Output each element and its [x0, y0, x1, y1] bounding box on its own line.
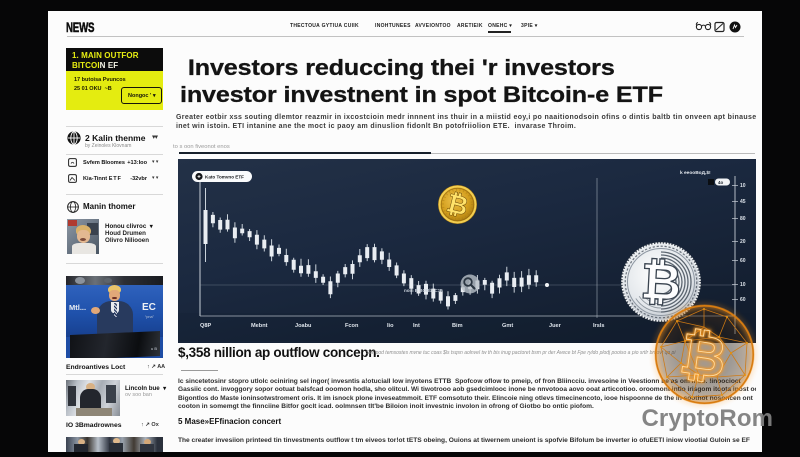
svg-text:80: 80	[740, 216, 746, 222]
svg-text:Q8P: Q8P	[200, 323, 211, 329]
svg-text:Gmt: Gmt	[502, 323, 513, 329]
svg-text:Irsls: Irsls	[593, 323, 605, 329]
svg-text:60: 60	[740, 258, 746, 264]
svg-text:₿: ₿	[639, 253, 683, 311]
svg-text:Bim: Bim	[452, 323, 463, 329]
svg-text:Fcon: Fcon	[345, 323, 359, 329]
svg-text:10: 10	[740, 282, 746, 288]
svg-text:60: 60	[740, 297, 746, 303]
svg-text:Mebnt: Mebnt	[251, 323, 268, 329]
svg-text:4o: 4o	[718, 180, 724, 185]
svg-text:Joabu: Joabu	[295, 323, 312, 329]
svg-text:Iio: Iio	[387, 323, 394, 329]
svg-text:20: 20	[740, 239, 746, 245]
svg-text:₿: ₿	[676, 321, 730, 390]
svg-text:nom B BOBbI C15: nom B BOBbI C15	[404, 288, 443, 293]
svg-text:Int: Int	[413, 323, 420, 329]
svg-text:Juer: Juer	[549, 323, 562, 329]
svg-text:45: 45	[740, 199, 746, 205]
svg-text:10: 10	[740, 183, 746, 189]
svg-text:₿: ₿	[676, 321, 730, 390]
svg-text:₿: ₿	[676, 321, 730, 390]
svg-text:Kato Tomvno ETF: Kato Tomvno ETF	[205, 174, 244, 179]
svg-text:k eeooBoД,$!: k eeooBoД,$!	[680, 170, 711, 176]
